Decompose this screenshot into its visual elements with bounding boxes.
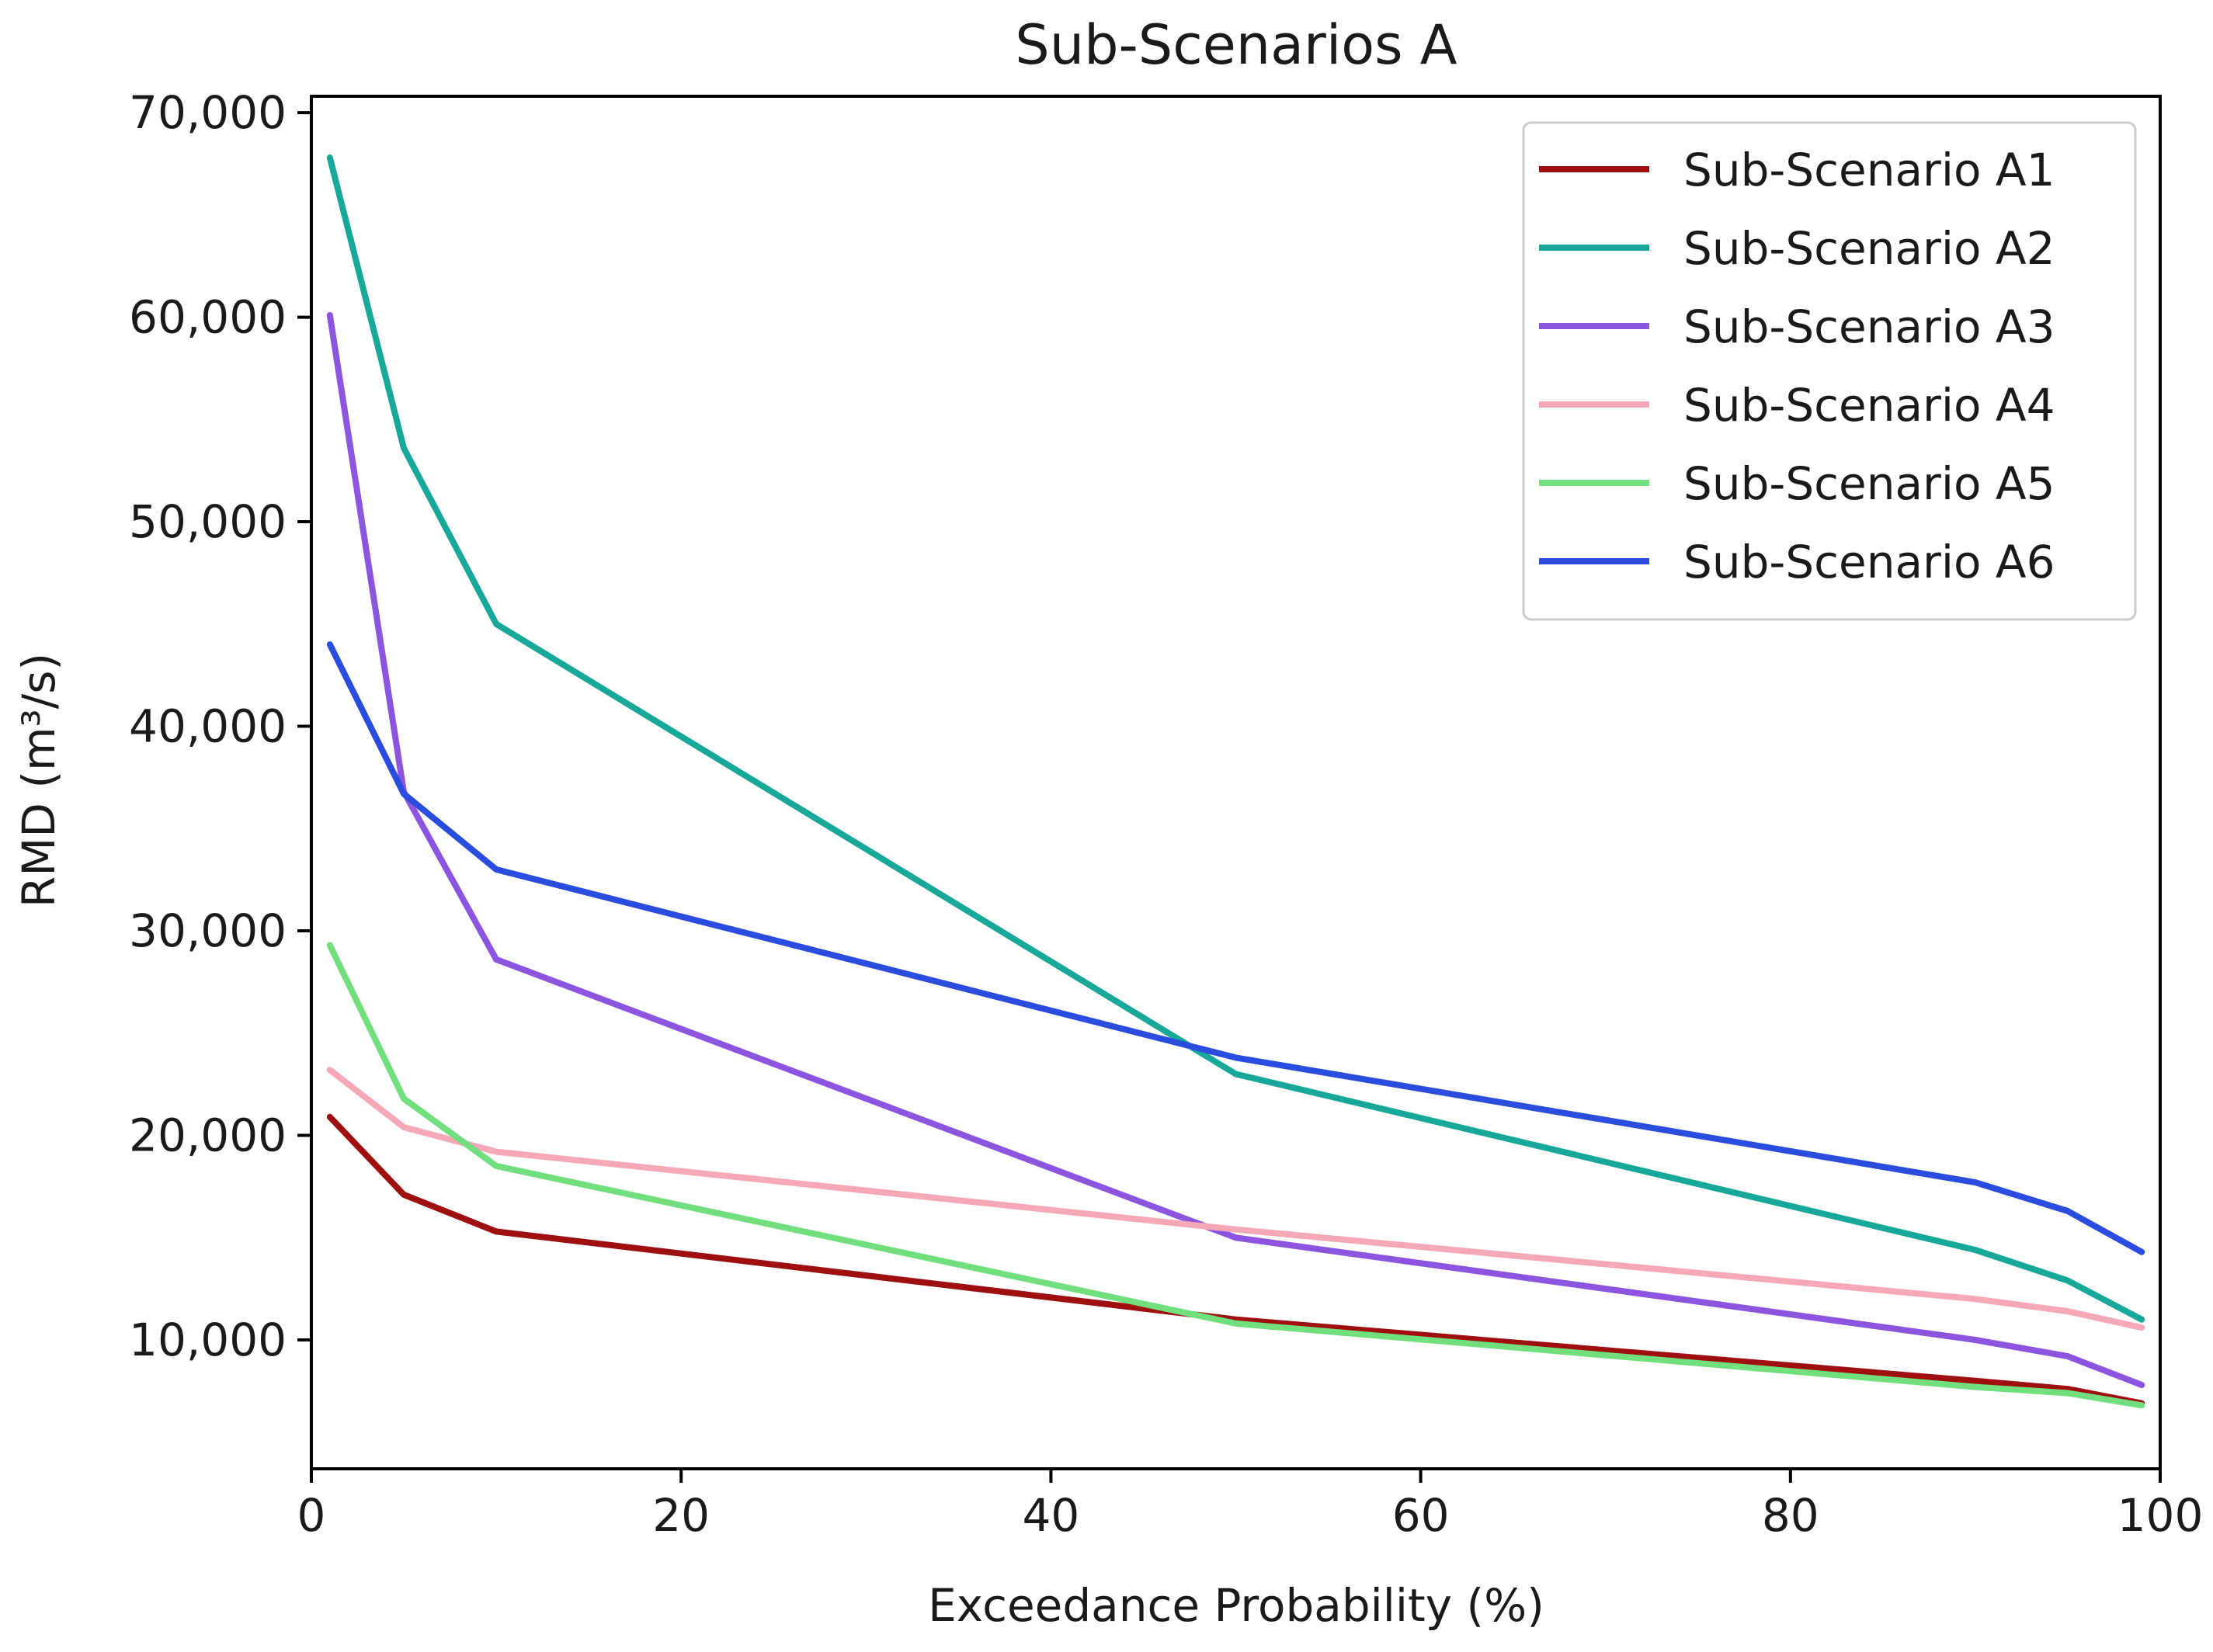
legend-label-a1: Sub-Scenario A1 xyxy=(1683,144,2055,196)
legend-box xyxy=(1522,121,2137,621)
axis-ticks: 0 20 40 60 80 100 10,000 20,000 30,000 40,000 50,0… xyxy=(129,86,2203,1542)
y-tick-label: 30,000 xyxy=(129,904,287,957)
chart-title: Sub-Scenarios A xyxy=(1015,13,1457,77)
legend: Sub-Scenario A1 Sub-Scenario A2 Sub-Scenar… xyxy=(1522,121,2137,621)
series-line-a2 xyxy=(326,154,2145,1323)
x-tick-label: 40 xyxy=(1022,1489,1079,1542)
y-axis-label: RMD (m³/s) xyxy=(12,653,65,908)
y-tick-label: 60,000 xyxy=(129,291,287,344)
series-line-a6 xyxy=(326,641,2145,1255)
series-line-a5 xyxy=(326,942,2145,1409)
legend-label-a2: Sub-Scenario A2 xyxy=(1683,222,2055,275)
x-tick-label: 60 xyxy=(1392,1489,1450,1542)
x-tick-label: 20 xyxy=(652,1489,710,1542)
x-tick-label: 100 xyxy=(2117,1489,2204,1542)
series-line-a4 xyxy=(326,1067,2145,1331)
legend-label-a5: Sub-Scenario A5 xyxy=(1683,457,2055,510)
x-tick-label: 80 xyxy=(1762,1489,1819,1542)
legend-label-a6: Sub-Scenario A6 xyxy=(1683,536,2055,588)
y-tick-label: 70,000 xyxy=(129,86,287,139)
x-tick-label: 0 xyxy=(297,1489,326,1542)
y-tick-label: 10,000 xyxy=(129,1314,287,1366)
x-axis-label: Exceedance Probability (%) xyxy=(928,1579,1544,1632)
y-tick-label: 20,000 xyxy=(129,1109,287,1162)
series-line-a1 xyxy=(326,1113,2145,1407)
y-tick-label: 40,000 xyxy=(129,700,287,753)
plot-frame xyxy=(310,95,2162,1470)
y-tick-label: 50,000 xyxy=(129,495,287,548)
legend-label-a3: Sub-Scenario A3 xyxy=(1683,300,2055,353)
legend-label-a4: Sub-Scenario A4 xyxy=(1683,379,2055,432)
series-layer xyxy=(326,154,2145,1409)
